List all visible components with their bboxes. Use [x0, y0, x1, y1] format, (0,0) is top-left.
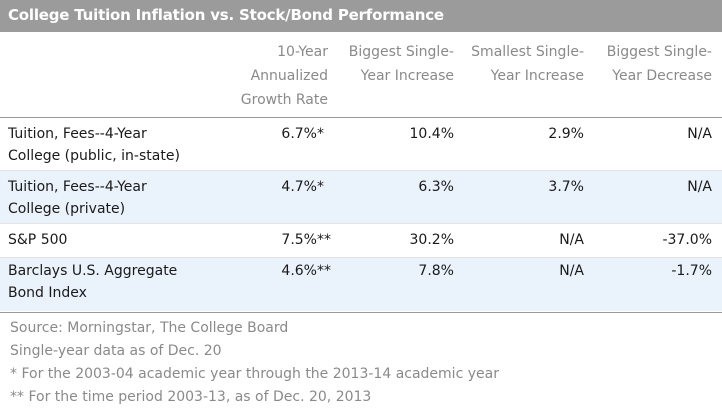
- biggest-decrease-value: N/A: [687, 126, 712, 142]
- row-label: Tuition, Fees--4-Year College (public, i…: [8, 123, 180, 167]
- biggest-decrease-value: -1.7%: [671, 263, 712, 279]
- column-header-biggest-increase: Biggest Single- Year Increase: [349, 40, 454, 88]
- column-header-biggest-decrease: Biggest Single- Year Decrease: [607, 40, 712, 88]
- table-header: 10-Year Annualized Growth Rate Biggest S…: [0, 32, 722, 118]
- column-header-smallest-increase: Smallest Single- Year Increase: [471, 40, 584, 88]
- row-label-line: Barclays U.S. Aggregate: [8, 263, 178, 279]
- biggest-increase-value: 6.3%: [418, 179, 454, 195]
- row-label-line: College (public, in-state): [8, 148, 180, 164]
- biggest-decrease-value: N/A: [687, 179, 712, 195]
- growth-rate-value: 6.7%*: [281, 126, 324, 142]
- column-header-line: Year Increase: [490, 68, 584, 84]
- table-footer: Source: Morningstar, The College Board S…: [0, 312, 722, 416]
- biggest-increase-value: 30.2%: [409, 232, 454, 248]
- row-label-line: Tuition, Fees--4-Year: [8, 126, 147, 142]
- column-header-line: Annualized: [250, 68, 328, 84]
- column-header-line: Growth Rate: [240, 92, 328, 108]
- biggest-decrease-value: -37.0%: [662, 232, 712, 248]
- table-row: Tuition, Fees--4-Year College (private) …: [0, 171, 722, 224]
- column-header-line: Smallest Single-: [471, 44, 584, 60]
- smallest-increase-value: 3.7%: [548, 179, 584, 195]
- biggest-increase-value: 10.4%: [409, 126, 454, 142]
- growth-rate-value: 4.7%*: [281, 179, 324, 195]
- smallest-increase-value: N/A: [559, 232, 584, 248]
- row-label: S&P 500: [8, 229, 67, 251]
- smallest-increase-value: N/A: [559, 263, 584, 279]
- row-label-line: Bond Index: [8, 285, 87, 301]
- table-row: S&P 500 7.5%** 30.2% N/A -37.0%: [0, 224, 722, 258]
- growth-rate-value: 7.5%**: [281, 232, 331, 248]
- table-title: College Tuition Inflation vs. Stock/Bond…: [8, 6, 444, 24]
- column-header-line: Year Increase: [360, 68, 454, 84]
- source-note: Source: Morningstar, The College Board: [10, 320, 289, 336]
- footnote-double-asterisk: ** For the time period 2003-13, as of De…: [10, 389, 372, 405]
- data-date-note: Single-year data as of Dec. 20: [10, 343, 222, 359]
- column-header-line: Year Decrease: [612, 68, 712, 84]
- table-row: Tuition, Fees--4-Year College (public, i…: [0, 118, 722, 171]
- footnote-single-asterisk: * For the 2003-04 academic year through …: [10, 366, 499, 382]
- smallest-increase-value: 2.9%: [548, 126, 584, 142]
- column-header-growth-rate: 10-Year Annualized Growth Rate: [241, 40, 328, 112]
- column-header-line: Biggest Single-: [606, 44, 712, 60]
- row-label: Tuition, Fees--4-Year College (private): [8, 176, 147, 220]
- column-header-line: 10-Year: [277, 44, 328, 60]
- growth-rate-value: 4.6%**: [281, 263, 331, 279]
- row-label: Barclays U.S. Aggregate Bond Index: [8, 260, 177, 304]
- column-header-line: Biggest Single-: [348, 44, 454, 60]
- biggest-increase-value: 7.8%: [418, 263, 454, 279]
- row-label-line: Tuition, Fees--4-Year: [8, 179, 147, 195]
- table-row: Barclays U.S. Aggregate Bond Index 4.6%*…: [0, 258, 722, 311]
- row-label-line: College (private): [8, 201, 126, 217]
- row-label-line: S&P 500: [8, 232, 68, 248]
- title-bar: College Tuition Inflation vs. Stock/Bond…: [0, 0, 722, 32]
